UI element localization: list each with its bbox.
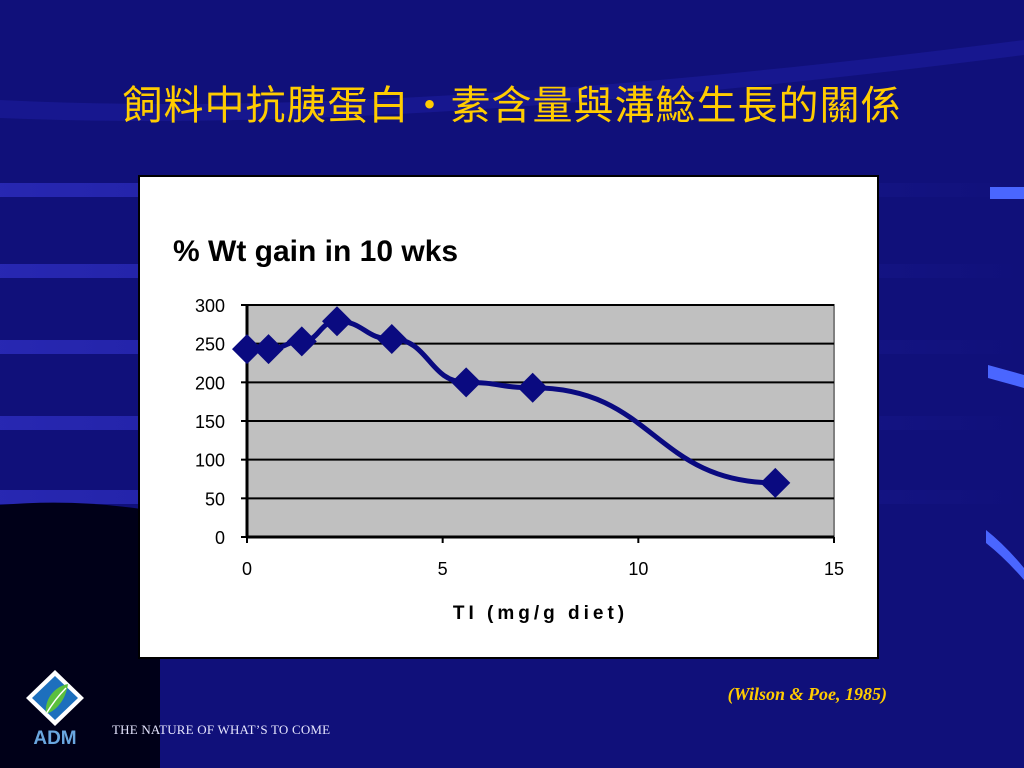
- slide-title: 飼料中抗胰蛋白・素含量與溝鯰生長的關係: [122, 83, 902, 129]
- x-tick-label: 10: [628, 559, 648, 579]
- y-tick-label: 150: [195, 412, 225, 432]
- y-tick-label: 50: [205, 489, 225, 509]
- data-point: [322, 306, 353, 337]
- y-tick-label: 0: [215, 528, 225, 548]
- y-tick-label: 300: [195, 296, 225, 316]
- data-point: [517, 372, 548, 403]
- data-point: [286, 326, 317, 357]
- y-tick-label: 100: [195, 451, 225, 471]
- y-tick-label: 250: [195, 335, 225, 355]
- svg-text:ADM: ADM: [33, 728, 76, 748]
- x-tick-label: 0: [242, 559, 252, 579]
- data-point: [760, 467, 791, 498]
- citation: (Wilson & Poe, 1985): [727, 684, 887, 704]
- data-point: [253, 334, 284, 365]
- x-tick-label: 15: [824, 559, 844, 579]
- line-chart: % Wt gain in 10 wks 0 50 100 150 200 250 300 0 5 1…: [173, 235, 844, 624]
- adm-logo: ADM: [22, 668, 88, 749]
- data-point: [376, 324, 407, 355]
- tagline: THE NATURE OF WHAT’S TO COME: [112, 722, 331, 737]
- data-point: [451, 367, 482, 398]
- x-tick-label: 5: [438, 559, 448, 579]
- chart-panel: % Wt gain in 10 wks 0 50 100 150 200 250 300 0 5 1…: [138, 175, 879, 659]
- y-tick-label: 200: [195, 373, 225, 393]
- data-point: [232, 334, 262, 365]
- x-axis-label: TI (mg/g diet): [453, 603, 628, 624]
- chart-title: % Wt gain in 10 wks: [173, 235, 458, 268]
